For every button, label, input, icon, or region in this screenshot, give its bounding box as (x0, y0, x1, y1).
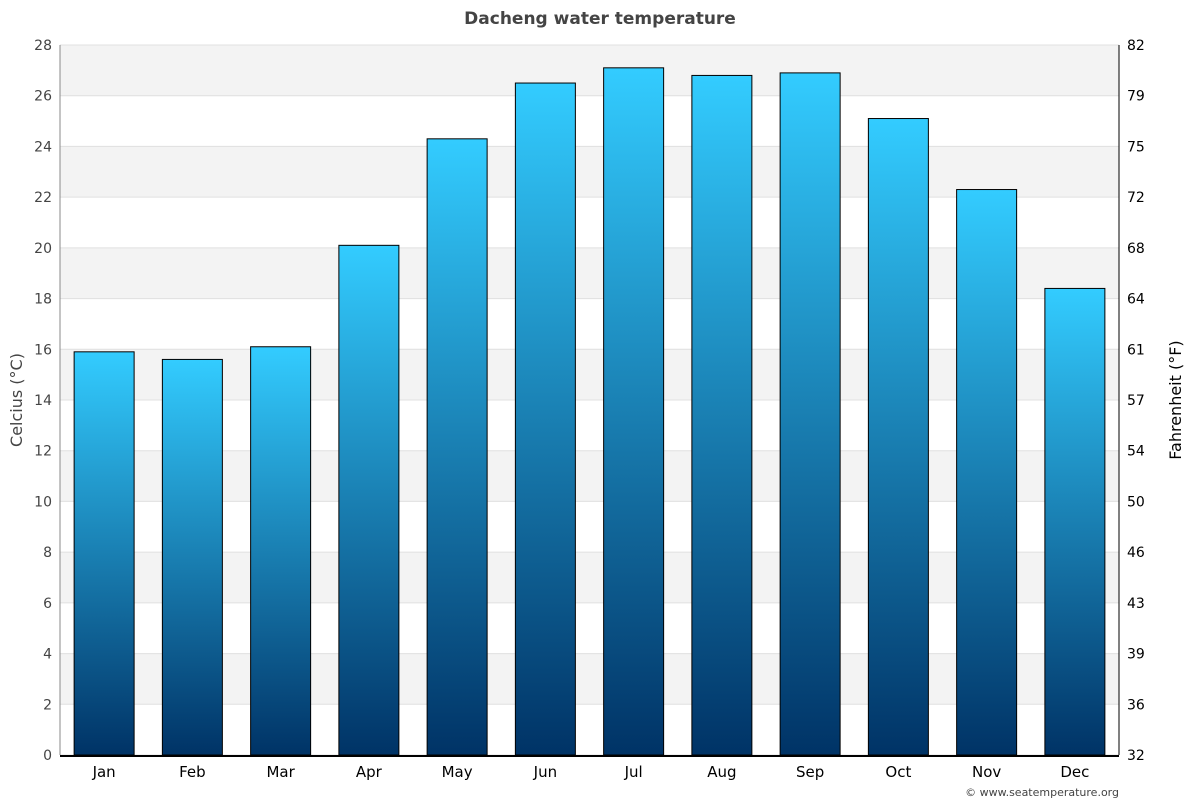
y2-tick-label: 57 (1127, 393, 1145, 409)
y-tick-label: 28 (34, 38, 52, 54)
y-tick-label: 4 (43, 647, 52, 663)
bar-nov (956, 189, 1018, 756)
bar-mar (250, 346, 312, 756)
grid-band (60, 247, 1119, 299)
y2-tick-label: 32 (1127, 748, 1145, 764)
y-tick-label: 20 (34, 241, 52, 257)
y2-tick-label: 46 (1127, 545, 1145, 561)
bar-may (426, 138, 488, 756)
y-tick-label: 2 (43, 697, 52, 713)
bar-sep (779, 72, 841, 756)
grid-band (60, 552, 1119, 603)
x-tick-label: May (442, 763, 473, 781)
bar-dec (1044, 287, 1106, 756)
y2-tick-label: 75 (1127, 139, 1145, 155)
y-axis-label: Celcius (°C) (7, 353, 26, 447)
y2-tick-label: 64 (1127, 292, 1145, 308)
y2-tick-label: 72 (1127, 190, 1145, 206)
grid-band (60, 146, 1119, 198)
grid-band (60, 349, 1119, 400)
x-tick-label: Dec (1060, 763, 1089, 781)
y-tick-label: 6 (43, 596, 52, 612)
y2-tick-label: 39 (1127, 647, 1145, 663)
x-tick-label: Aug (707, 763, 736, 781)
chart-title: Dacheng water temperature (464, 9, 736, 29)
y-tick-label: 22 (34, 190, 52, 206)
y-tick-label: 14 (34, 393, 52, 409)
bar-feb (161, 358, 223, 756)
y-tick-label: 10 (34, 494, 52, 510)
bar-aug (691, 74, 753, 756)
x-tick-label: Jun (533, 763, 557, 781)
grid-band (60, 450, 1119, 502)
bar-jan (73, 351, 135, 756)
y-tick-label: 12 (34, 444, 52, 460)
x-tick-label: Sep (796, 763, 824, 781)
y-tick-label: 0 (43, 748, 52, 764)
y2-tick-label: 79 (1127, 89, 1145, 105)
y2-tick-label: 82 (1127, 38, 1145, 54)
y2-axis-label: Fahrenheit (°F) (1166, 340, 1185, 459)
y2-tick-label: 43 (1127, 596, 1145, 612)
bar-jul (603, 67, 665, 756)
y-tick-label: 24 (34, 139, 52, 155)
y-tick-label: 16 (34, 342, 52, 358)
x-tick-label: Mar (266, 763, 295, 781)
y-tick-label: 26 (34, 89, 52, 105)
y2-tick-label: 68 (1127, 241, 1145, 257)
grid-band (60, 45, 1119, 96)
bar-jun (514, 82, 576, 756)
bar-apr (338, 244, 400, 756)
x-tick-label: Jul (624, 763, 643, 781)
credit-text[interactable]: © www.seatemperature.org (965, 786, 1119, 799)
x-tick-label: Jan (92, 763, 116, 781)
x-tick-label: Nov (972, 763, 1001, 781)
grid-band (60, 653, 1119, 705)
x-tick-label: Oct (885, 763, 911, 781)
y-tick-label: 18 (34, 292, 52, 308)
x-tick-label: Apr (356, 763, 383, 781)
y2-tick-label: 36 (1127, 697, 1145, 713)
bar-oct (867, 118, 929, 756)
y2-tick-label: 61 (1127, 342, 1145, 358)
y-tick-label: 8 (43, 545, 52, 561)
x-tick-label: Feb (179, 763, 206, 781)
y2-tick-label: 50 (1127, 494, 1145, 510)
y2-tick-label: 54 (1127, 444, 1145, 460)
